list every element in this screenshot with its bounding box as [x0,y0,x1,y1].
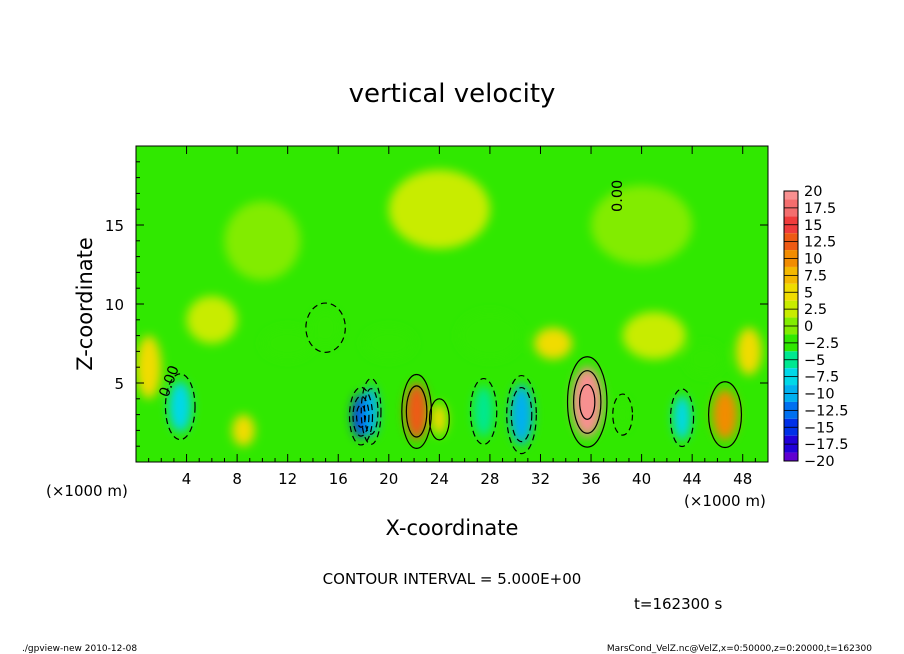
x-axis-ticks: 4 8 12 16 20 24 28 32 36 40 44 48 [148,146,756,488]
field-cell [673,395,691,440]
time-label: t=162300 s [634,595,722,613]
contour-line [428,398,450,441]
field-cell [736,327,762,376]
colorbar-label: 0 [804,319,813,335]
colorbar-label: 20 [804,184,822,200]
colorbar-label: 10 [804,252,822,268]
x-tick-label: 44 [683,470,702,488]
x-axis-label: X-coordinate [386,516,519,540]
y-tick-label: 15 [105,217,124,235]
colorbar-label: −2.5 [804,336,839,352]
field-cell [712,389,738,440]
colorbar-segment [784,191,798,200]
field-cell [224,201,301,281]
contour-line [566,356,608,448]
contour-line [669,388,695,448]
field-cell [186,296,238,344]
colorbar-label: −7.5 [804,370,839,386]
x-tick-label: 16 [329,470,348,488]
y-tick-label: 5 [114,375,124,393]
contour-line [164,373,196,441]
field-cell [232,414,255,447]
field-cell [534,327,573,360]
contour-interval-text: CONTOUR INTERVAL = 5.000E+00 [323,570,582,588]
x-tick-label: 4 [182,470,192,488]
contour-line [405,385,428,438]
colorbar-label: 5 [804,285,813,301]
contour-line [707,381,743,449]
x-unit-label-right: (×1000 m) [684,492,766,510]
field-cell [405,383,428,440]
colorbar-label: 17.5 [804,201,836,217]
contour-line [363,388,379,435]
colorbar-label: −20 [804,454,835,470]
field-cell [510,384,533,445]
contour-line [352,395,370,437]
x-tick-label: 12 [278,470,297,488]
contour-line [506,374,537,455]
field-cell [388,169,490,249]
footer-right: MarsCond_VelZ.nc@VelZ,x=0:50000,z=0:2000… [607,644,872,654]
field-cell [473,386,494,437]
field-cell [622,311,686,360]
contour-line [401,373,432,450]
y-axis-ticks: 5 10 15 [105,161,768,447]
contour-line [469,377,498,445]
field-cell [168,381,192,432]
y-tick-label: 10 [105,296,124,314]
x-unit-label-left: (×1000 m) [46,482,128,500]
field-cell [363,327,415,360]
colorbar-label: −12.5 [804,403,848,419]
contour-line [348,386,374,446]
x-tick-label: 20 [379,470,398,488]
contour-label: 0.00 [610,180,626,212]
colorbar-label: −10 [804,387,835,403]
chart-title: vertical velocity [349,79,556,109]
colorbar: 2017.51512.5107.552.50−2.5−5−7.5−10−12.5… [783,184,848,470]
contour-line [305,302,346,353]
x-tick-label: 24 [430,470,449,488]
contour-line [355,404,367,428]
field-cell [431,403,447,436]
colorbar-label: −17.5 [804,437,848,453]
colorbar-label: 7.5 [804,268,827,284]
colorbar-segment [784,452,798,461]
colorbar-label: −5 [804,353,825,369]
field-cell [458,311,522,360]
contour-line [579,383,596,420]
x-tick-label: 48 [733,470,752,488]
x-tick-label: 40 [632,470,651,488]
x-tick-label: 28 [480,470,499,488]
field-cell [591,185,693,265]
field-cell [363,386,379,437]
field-cell [572,367,603,437]
x-tick-label: 8 [232,470,242,488]
colorbar-label: −15 [804,420,835,436]
x-tick-label: 32 [531,470,550,488]
field-cell [615,398,631,431]
colorbar-label: 12.5 [804,235,836,251]
footer-left: ./gpview-new 2010-12-08 [22,644,137,654]
field-cell [310,308,341,347]
contour-line [572,370,602,434]
contour-line [612,393,634,436]
field-cell [262,327,313,360]
contour-line [510,386,533,443]
field-cells [136,169,762,447]
colorbar-label: 2.5 [804,302,827,318]
field-cell [685,343,724,376]
x-tick-label: 36 [581,470,600,488]
colorbar-label: 15 [804,218,822,234]
y-axis-label: Z-coordinate [73,237,97,371]
contour-lines [164,302,743,455]
contour-line [360,377,382,445]
